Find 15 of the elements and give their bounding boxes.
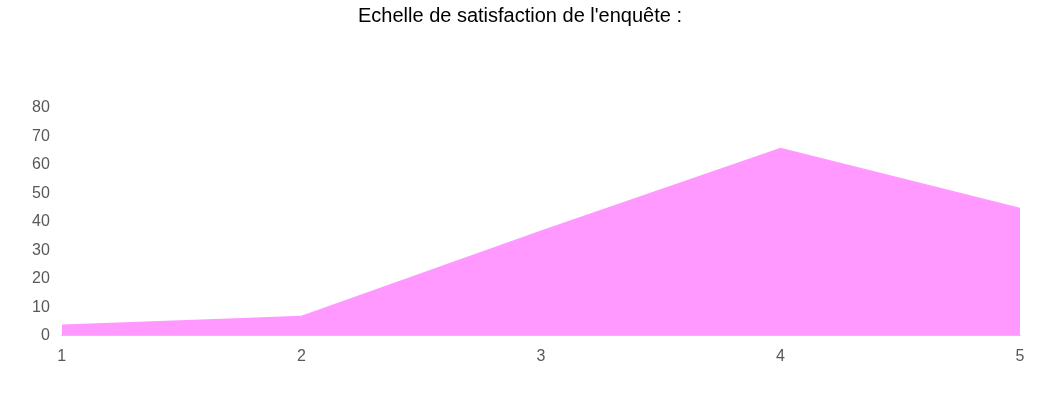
x-tick-label: 1 bbox=[57, 346, 67, 364]
x-tick-label: 2 bbox=[296, 346, 306, 364]
y-tick-label: 70 bbox=[32, 126, 50, 144]
y-tick-label: 20 bbox=[32, 269, 50, 287]
y-tick-label: 60 bbox=[32, 155, 50, 173]
x-tick-label: 3 bbox=[536, 346, 546, 364]
y-tick-label: 80 bbox=[32, 98, 50, 116]
y-tick-label: 0 bbox=[40, 326, 50, 344]
y-tick-label: 30 bbox=[32, 240, 50, 258]
y-tick-label: 40 bbox=[32, 212, 50, 230]
x-tick-label: 4 bbox=[776, 346, 785, 364]
y-tick-label: 50 bbox=[32, 183, 50, 201]
y-tick-label: 10 bbox=[32, 297, 50, 315]
chart-title: Echelle de satisfaction de l'enquête : bbox=[357, 3, 683, 26]
x-tick-label: 5 bbox=[1015, 346, 1025, 364]
